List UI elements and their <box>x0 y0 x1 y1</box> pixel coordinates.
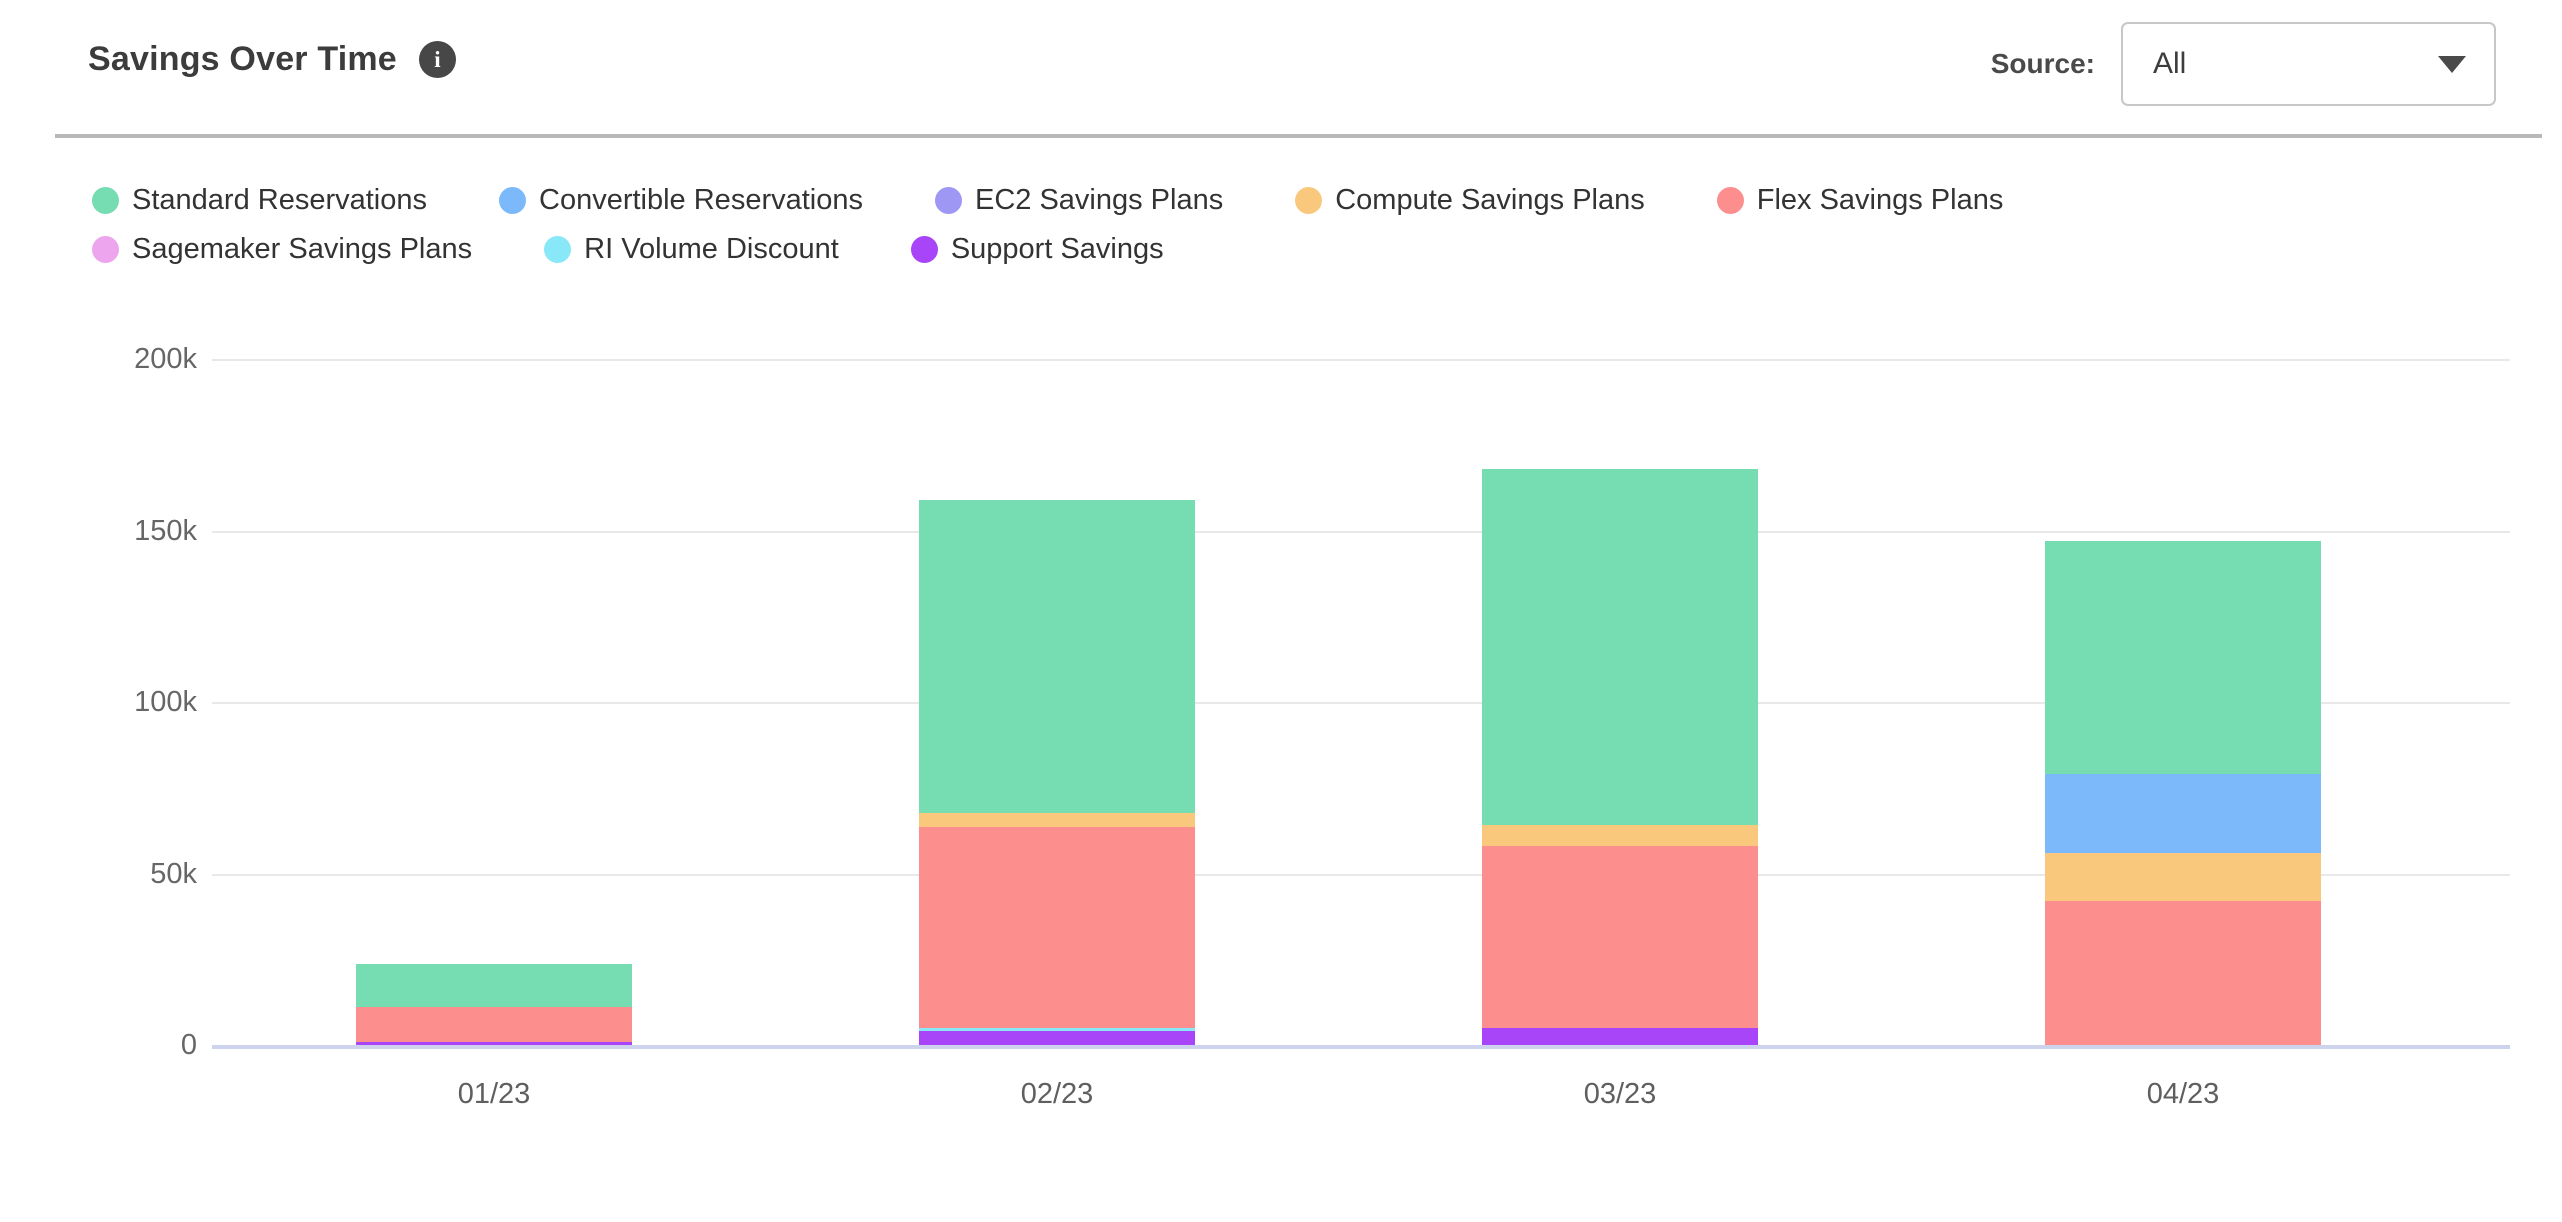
y-axis-label-0: 0 <box>180 1029 197 1061</box>
chevron-down-icon <box>2438 55 2466 73</box>
legend-label: RI Volume Discount <box>584 233 839 265</box>
y-axis-label-150k: 150k <box>134 514 197 547</box>
legend-item-ri-volume-discount[interactable]: RI Volume Discount <box>544 233 839 266</box>
bar-04-23-standard-reservations[interactable] <box>2045 540 2321 775</box>
bar-02-23-standard-reservations[interactable] <box>919 499 1195 814</box>
bar-03-23-support-savings[interactable] <box>1482 1027 1758 1045</box>
y-axis-label-100k: 100k <box>134 686 197 718</box>
legend-item-standard-reservations[interactable]: Standard Reservations <box>92 184 427 217</box>
gridline-100k <box>212 702 2510 704</box>
bar-01-23-support-savings[interactable] <box>356 1041 632 1045</box>
y-axis-label-50k: 50k <box>150 857 197 890</box>
x-axis-label-01-23: 01/23 <box>457 1078 531 1110</box>
gridline-50k <box>212 873 2510 876</box>
legend-dot-icon <box>1295 187 1323 214</box>
gridline-200k <box>212 359 2510 361</box>
legend-label: Sagemaker Savings Plans <box>132 233 473 265</box>
legend-dot-icon <box>499 187 526 214</box>
legend-item-support-savings[interactable]: Support Savings <box>910 233 1164 266</box>
x-axis-label-04-23: 04/23 <box>2146 1078 2220 1110</box>
x-axis-label-03-23: 03/23 <box>1583 1078 1657 1110</box>
bar-03-23-compute-savings-plans[interactable] <box>1482 825 1758 847</box>
bar-03-23-flex-savings-plans[interactable] <box>1482 846 1758 1028</box>
legend-item-compute-savings-plans[interactable]: Compute Savings Plans <box>1295 184 1645 217</box>
legend-label: Flex Savings Plans <box>1756 184 2004 216</box>
legend-label: EC2 Savings Plans <box>974 184 1224 216</box>
legend-dot-icon <box>92 236 119 263</box>
page-title: Savings Over Time <box>88 40 397 78</box>
source-control: Source: All <box>1991 22 2496 106</box>
legend-item-sagemaker-savings-plans[interactable]: Sagemaker Savings Plans <box>92 233 472 266</box>
bar-01-23-standard-reservations[interactable] <box>356 964 632 1008</box>
legend-dot-icon <box>934 187 962 214</box>
legend-item-ec2-savings-plans[interactable]: EC2 Savings Plans <box>934 184 1224 217</box>
source-select[interactable]: All <box>2121 22 2496 106</box>
bar-02-23-flex-savings-plans[interactable] <box>919 827 1195 1028</box>
source-select-value: All <box>2153 47 2187 80</box>
legend-item-flex-savings-plans[interactable]: Flex Savings Plans <box>1716 184 2004 217</box>
source-label: Source: <box>1990 48 2095 79</box>
y-axis-label-200k: 200k <box>134 343 197 375</box>
legend-label: Support Savings <box>950 233 1164 265</box>
bar-04-23-flex-savings-plans[interactable] <box>2045 900 2321 1045</box>
legend-label: Standard Reservations <box>132 184 427 216</box>
legend-dot-icon <box>910 236 938 263</box>
info-icon[interactable]: i <box>418 41 456 78</box>
legend-dot-icon <box>92 187 119 214</box>
gridline-150k <box>212 530 2510 533</box>
bar-03-23-standard-reservations[interactable] <box>1482 468 1758 826</box>
bar-04-23-convertible-reservations[interactable] <box>2045 774 2321 853</box>
bar-02-23-ri-volume-discount[interactable] <box>919 1027 1195 1032</box>
legend-dot-icon <box>1716 187 1744 214</box>
legend-label: Convertible Reservations <box>539 184 863 216</box>
bar-02-23-support-savings[interactable] <box>919 1031 1195 1045</box>
bar-02-23-compute-savings-plans[interactable] <box>919 813 1195 828</box>
panel-header: Savings Over Time i <box>88 40 456 79</box>
x-axis-label-02-23: 02/23 <box>1020 1078 1094 1110</box>
chart-legend: Standard Reservations Convertible Reserva… <box>92 184 2392 266</box>
x-axis-line <box>212 1045 2510 1049</box>
legend-label: Compute Savings Plans <box>1335 184 1645 216</box>
header-divider <box>55 134 2542 138</box>
bar-04-23-compute-savings-plans[interactable] <box>2045 852 2321 901</box>
bar-01-23-flex-savings-plans[interactable] <box>356 1007 632 1042</box>
legend-item-convertible-reservations[interactable]: Convertible Reservations <box>499 184 863 217</box>
legend-dot-icon <box>544 236 572 263</box>
